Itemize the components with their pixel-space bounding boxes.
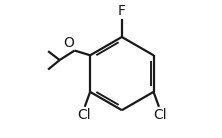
Text: F: F xyxy=(118,4,126,18)
Text: Cl: Cl xyxy=(77,108,91,122)
Text: O: O xyxy=(63,36,74,50)
Text: Cl: Cl xyxy=(153,108,166,122)
